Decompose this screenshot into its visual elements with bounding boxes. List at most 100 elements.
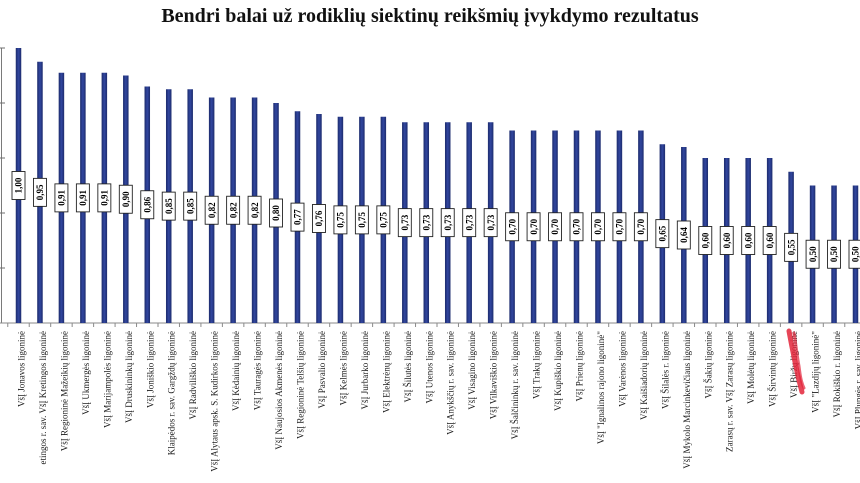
category-label: VšĮ Marijampolės ligoninė [102, 331, 112, 428]
category-label: VšĮ Utenos ligoninė [424, 331, 434, 404]
data-label: 0,60 [743, 232, 753, 248]
data-label: 0,82 [250, 202, 260, 218]
data-label-box [33, 177, 47, 207]
category-label: VšĮ Prienų ligoninė [575, 331, 585, 402]
category-label: Klaipėdos r. sav. Gargždų ligoninė [167, 331, 177, 455]
data-label-box [75, 183, 90, 213]
data-label: 0,50 [829, 246, 839, 262]
data-label-box [419, 208, 434, 238]
category-label: VšĮ Šakių ligoninė [703, 331, 713, 399]
data-label: 0,95 [35, 184, 45, 200]
data-label-box [333, 205, 348, 235]
data-label-box [11, 171, 26, 200]
category-label: VšĮ Šilalės r. ligoninė [660, 331, 670, 409]
data-label: 0,75 [336, 212, 346, 228]
data-label: 0,73 [443, 214, 453, 230]
category-label: VšĮ Kupiškio ligoninė [553, 331, 563, 411]
bars-group [15, 48, 859, 323]
category-label: VšĮ Elektrėnų ligoninė [381, 331, 391, 413]
data-label: 0,75 [357, 212, 367, 228]
category-label: VšĮ Visagino ligoninė [467, 331, 477, 410]
data-label-box [118, 184, 133, 214]
data-label: 0,60 [700, 232, 710, 248]
data-label-box [505, 212, 520, 242]
data-label: 0,70 [636, 218, 646, 234]
category-label: VšĮ Regioninė Mažeikių ligoninė [59, 331, 69, 451]
data-label: 0,86 [142, 196, 152, 212]
red-highlight-mark [786, 328, 806, 395]
data-label-box [140, 190, 155, 220]
data-label-box [633, 212, 648, 242]
data-label-box [54, 183, 69, 213]
category-label: VšĮ Mykolo Marcinkevičiaus ligoninė [682, 331, 692, 469]
data-label-box [612, 212, 627, 242]
category-label: VšĮ Rokiškio r. ligoninė [832, 331, 842, 418]
category-label: VšĮ Jurbarko ligoninė [360, 331, 370, 410]
data-label-box [548, 212, 562, 242]
data-label: 0,80 [271, 205, 281, 221]
data-label: 0,85 [164, 198, 174, 214]
data-label-box [226, 195, 241, 225]
data-label: 0,50 [808, 246, 818, 262]
data-label: 0,73 [464, 214, 474, 230]
category-label: Zarasų r. sav. VšĮ Zarasų ligoninė [725, 331, 735, 452]
data-label-box [848, 239, 860, 269]
category-label: VšĮ Kėdainių ligoninė [231, 331, 241, 411]
data-label: 0,91 [57, 190, 67, 206]
data-label: 0,82 [228, 202, 238, 218]
category-label: VšĮ Pasvalio ligoninė [317, 331, 327, 409]
category-label: VšĮ Tauragės ligoninė [253, 331, 263, 410]
data-label: 0,76 [314, 210, 324, 226]
category-label: VšĮ Vilkaviškio ligoninė [489, 331, 499, 419]
data-label-box [354, 205, 369, 235]
category-label: VšĮ Kaišiadorių ligoninė [639, 331, 649, 420]
data-label: 0,55 [786, 239, 796, 255]
category-label: VšĮ Šalčininkų r. sav. ligoninė [510, 331, 520, 439]
data-label: 0,50 [851, 246, 860, 262]
data-label: 0,64 [679, 227, 689, 243]
data-labels-group: 1,00 0,95 0,91 0,91 0,91 0,90 0,86 0,85 0,85 0,82… [11, 171, 860, 269]
data-label: 0,70 [550, 218, 560, 234]
chart-title: Bendri balai už rodiklių siektinų reikšm… [161, 5, 699, 27]
data-label-box [762, 226, 777, 255]
data-label-box [526, 212, 541, 242]
data-label-box [655, 219, 670, 249]
x-axis [0, 322, 860, 327]
category-label: VšĮ Plungės r. sav. ligoninė [854, 331, 860, 429]
category-label: VšĮ Šilutės ligoninė [403, 331, 413, 403]
data-label-box [161, 191, 176, 221]
data-label-box [97, 183, 112, 213]
data-label-box [312, 204, 326, 233]
data-label: 0,85 [185, 198, 195, 214]
data-label: 0,91 [78, 190, 88, 206]
data-label: 0,91 [100, 190, 110, 206]
category-label: VšĮ Kelmės ligoninė [338, 331, 348, 406]
data-label: 0,70 [529, 218, 539, 234]
data-label-box [805, 239, 820, 269]
data-label: 0,77 [293, 209, 303, 225]
data-label-box [784, 232, 799, 262]
data-label-box [483, 208, 498, 238]
data-label-box [741, 226, 756, 255]
data-label: 0,70 [615, 218, 625, 234]
category-label: VšĮ Ukmergės ligoninė [81, 331, 91, 415]
category-label: VšĮ Molėtų ligoninė [746, 331, 756, 404]
data-label-box [676, 220, 691, 250]
data-label-box [719, 226, 734, 255]
data-label-box [698, 226, 713, 255]
data-label-box [440, 208, 455, 238]
data-label-box [569, 212, 584, 242]
category-label: VšĮ Alytaus apsk. S. Kudirkos ligoninė [210, 331, 220, 472]
data-label-box [183, 191, 198, 221]
red-highlight-stroke [786, 328, 805, 395]
category-label: VšĮ Radviliškio ligoninė [188, 331, 198, 420]
data-label: 0,73 [486, 214, 496, 230]
data-label: 0,70 [572, 218, 582, 234]
y-axis [0, 47, 5, 324]
red-highlight-stroke [792, 331, 806, 390]
category-label: VšĮ Naujosios Akmenės ligoninė [274, 331, 284, 450]
data-label: 0,70 [593, 218, 603, 234]
category-labels-group: VšĮ Jonavos ligoninė etingos r. sav. VšĮ … [17, 331, 860, 472]
